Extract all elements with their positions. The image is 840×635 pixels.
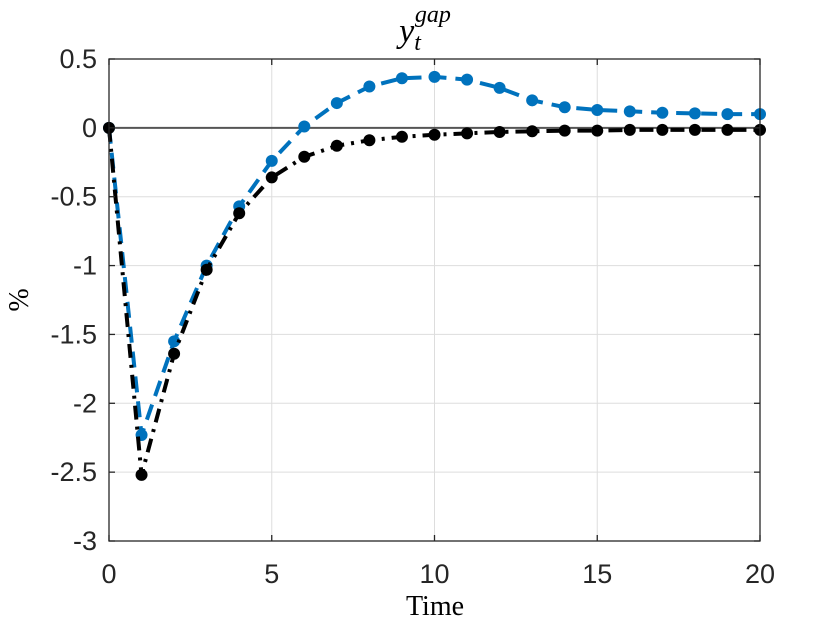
series-blue-dashed-point bbox=[591, 103, 604, 116]
y-tick-label: -1.5 bbox=[50, 319, 97, 349]
y-tick-label: -2 bbox=[73, 388, 97, 418]
series-blue-dashed-point bbox=[656, 106, 669, 119]
series-blue-dashed-point bbox=[526, 94, 539, 107]
series-black-dashdot-point bbox=[265, 171, 278, 184]
x-tick-label: 5 bbox=[264, 559, 279, 589]
series-blue-dashed-point bbox=[623, 105, 636, 118]
series-black-dashdot-point bbox=[200, 263, 213, 276]
x-tick-label: 15 bbox=[582, 559, 612, 589]
series-black-dashdot-point bbox=[493, 125, 506, 138]
series-blue-dashed-point bbox=[298, 120, 311, 133]
series-black-dashdot-point bbox=[428, 128, 441, 141]
y-tick-label: -3 bbox=[73, 526, 97, 556]
series-blue-dashed-point bbox=[395, 72, 408, 85]
y-tick-label: -0.5 bbox=[50, 182, 97, 212]
series-black-dashdot-point bbox=[591, 124, 604, 137]
x-tick-label: 10 bbox=[419, 559, 449, 589]
series-blue-dashed-point bbox=[428, 70, 441, 83]
series-black-dashdot bbox=[103, 121, 766, 481]
series-blue-dashed-point bbox=[721, 108, 734, 121]
series-black-dashdot-point bbox=[656, 123, 669, 136]
series-blue-dashed-point bbox=[168, 335, 181, 348]
x-tick-label: 0 bbox=[101, 559, 116, 589]
y-axis-label: % bbox=[4, 288, 35, 311]
series-black-dashdot-point bbox=[558, 124, 571, 137]
y-tick-label: -1 bbox=[73, 251, 97, 281]
chart-title-subscript: t bbox=[414, 30, 422, 56]
series-black-dashdot-point bbox=[461, 127, 474, 140]
y-tick-label: 0.5 bbox=[59, 44, 97, 74]
series-black-dashdot-point bbox=[233, 207, 246, 220]
series-black-dashdot-point bbox=[363, 134, 376, 147]
series-black-dashdot-point bbox=[135, 468, 148, 481]
series-blue-dashed bbox=[103, 70, 766, 441]
series-blue-dashed-point bbox=[558, 101, 571, 114]
series-blue-dashed-point bbox=[461, 73, 474, 86]
series-black-dashdot-point bbox=[688, 123, 701, 136]
series-black-dashdot-point bbox=[721, 123, 734, 136]
series-black-dashdot-point bbox=[623, 123, 636, 136]
x-axis-label: Time bbox=[406, 591, 464, 622]
series-blue-dashed-point bbox=[330, 97, 343, 110]
chart-title-superscript: gap bbox=[415, 2, 451, 28]
series-black-dashdot-point bbox=[298, 150, 311, 163]
series-blue-dashed-point bbox=[363, 80, 376, 93]
series-black-dashdot-point bbox=[168, 347, 181, 360]
series-black-dashdot-point bbox=[330, 139, 343, 152]
x-tick-label: 20 bbox=[745, 559, 775, 589]
series-layer bbox=[103, 70, 766, 481]
series-blue-dashed-point bbox=[493, 81, 506, 94]
series-blue-dashed-point bbox=[265, 154, 278, 167]
tick-layer: 0 5 10 15 20 0.5 0 -0.5 -1 -1.5 -2 -2.5 -3 bbox=[50, 44, 775, 589]
series-blue-dashed-point bbox=[688, 107, 701, 120]
chart-title-base: y bbox=[396, 13, 415, 50]
chart-title: ytgap bbox=[396, 2, 451, 56]
y-tick-label: 0 bbox=[82, 113, 97, 143]
series-black-dashdot-point bbox=[526, 125, 539, 138]
y-tick-label: -2.5 bbox=[50, 457, 97, 487]
series-black-dashdot-point bbox=[395, 130, 408, 143]
